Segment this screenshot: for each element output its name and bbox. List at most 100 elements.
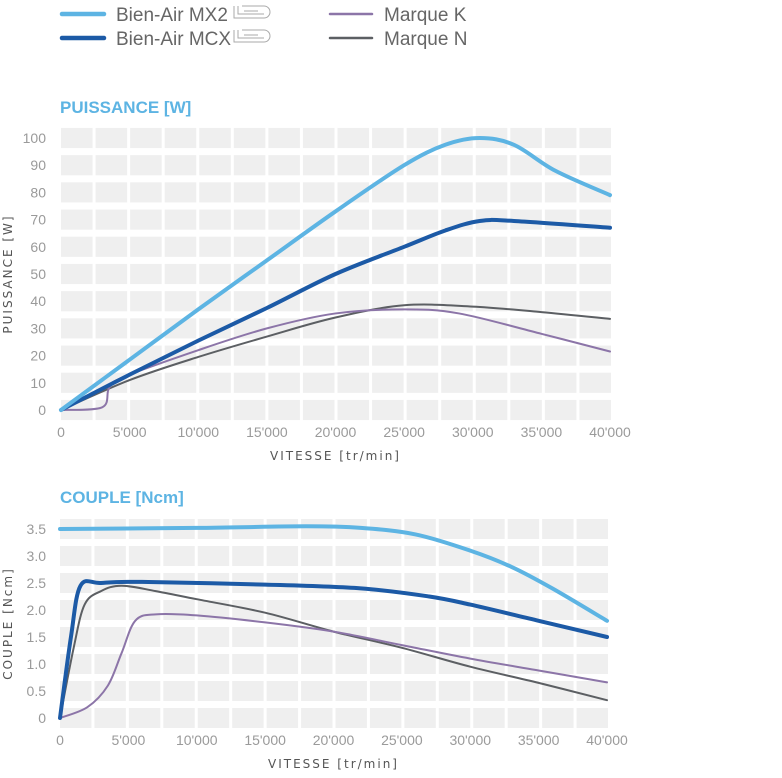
grid-cell — [301, 519, 333, 539]
grid-cell — [61, 209, 93, 230]
y-tick-label: 1.0 — [27, 656, 47, 672]
grid-cell — [406, 291, 439, 312]
grid-cell — [268, 345, 300, 366]
grid-cell — [128, 546, 161, 566]
grid-cell — [163, 681, 195, 701]
grid-cell — [95, 182, 128, 203]
grid-cell — [337, 209, 370, 230]
grid-cell — [438, 600, 471, 620]
grid-cell — [94, 708, 126, 728]
grid-cell — [301, 573, 333, 593]
grid-cell — [233, 399, 266, 421]
grid-cell — [507, 708, 540, 728]
grid-cell — [372, 263, 404, 285]
legend-item: Bien-Air MX2 — [59, 5, 271, 26]
grid-cell — [337, 318, 370, 339]
grid-cell — [301, 600, 333, 620]
y-tick-label: 20 — [30, 348, 46, 364]
grid-cell — [406, 155, 439, 176]
chart-title: COUPLE [Ncm] — [60, 488, 184, 507]
x-tick-label: 30'000 — [452, 424, 494, 440]
grid-cell — [372, 372, 404, 393]
grid-cell — [507, 627, 540, 647]
x-tick-label: 20'000 — [315, 424, 357, 440]
x-tick-label: 20'000 — [313, 732, 355, 748]
grid-cell — [95, 399, 128, 421]
grid-cell — [233, 318, 266, 339]
grid-cell — [130, 209, 162, 230]
grid-cell — [95, 291, 128, 312]
grid-cell — [233, 345, 266, 366]
grid-cell — [163, 546, 195, 566]
grid-cell — [301, 708, 333, 728]
grid-cell — [128, 654, 161, 674]
grid-cell — [130, 127, 162, 149]
grid-cell — [164, 236, 197, 257]
legend-label: Bien-Air MX2 — [116, 5, 228, 26]
x-tick-label: 35'000 — [518, 732, 560, 748]
y-tick-label: 3.0 — [27, 548, 47, 564]
grid-cell — [507, 519, 540, 539]
grid-cell — [335, 708, 367, 728]
grid-cell — [268, 127, 300, 149]
grid-cell — [337, 345, 370, 366]
grid-cell — [61, 263, 93, 285]
grid-cell — [266, 627, 299, 647]
grid-cell — [438, 519, 471, 539]
grid-cell — [369, 600, 402, 620]
y-tick-label: 10 — [30, 375, 46, 391]
grid-cell — [579, 127, 611, 149]
grid-cell — [441, 345, 473, 366]
grid-cell — [164, 182, 197, 203]
grid-cell — [507, 573, 540, 593]
grid-cell — [406, 399, 439, 421]
grid-cell — [507, 546, 540, 566]
grid-cell — [510, 345, 542, 366]
grid-cell — [301, 546, 333, 566]
grid-cell — [197, 600, 230, 620]
grid-cell — [544, 399, 577, 421]
grid-cell — [372, 155, 404, 176]
x-tick-label: 0 — [56, 732, 64, 748]
grid-cell — [266, 708, 299, 728]
power-chart: PUISSANCE [W] 0 10 20 30 40 50 60 70 80 90 100 0 5'00… — [1, 98, 631, 463]
grid-cell — [406, 263, 439, 285]
grid-cell — [94, 546, 126, 566]
grid-cell — [441, 263, 473, 285]
grid-cell — [164, 127, 197, 149]
grid-cell — [404, 627, 436, 647]
grid-cell — [576, 708, 608, 728]
grid-cell — [576, 654, 608, 674]
grid-cell — [197, 627, 230, 647]
x-tick-label: 40'000 — [586, 732, 628, 748]
grid-cell — [475, 372, 508, 393]
grid-cell — [60, 573, 92, 593]
grid-cell — [199, 318, 231, 339]
grid-cell — [233, 155, 266, 176]
grid-cell — [130, 263, 162, 285]
torque-chart: COUPLE [Ncm] 0 0.5 1.0 1.5 2.0 2.5 3.0 3.5 0 5'000… — [1, 488, 628, 771]
grid-cell — [542, 708, 574, 728]
series-line-marque-k — [60, 308, 611, 411]
grid-cell — [475, 399, 508, 421]
grid-cell — [199, 155, 231, 176]
x-tick-label: 10'000 — [177, 424, 219, 440]
grid-cell — [404, 654, 436, 674]
grid-cell — [579, 236, 611, 257]
grid-cell — [406, 182, 439, 203]
grid-cell — [197, 681, 230, 701]
grid-cell — [372, 209, 404, 230]
grid-cell — [130, 372, 162, 393]
grid-cell — [94, 654, 126, 674]
grid-cell — [61, 345, 93, 366]
legend-item: Marque N — [328, 29, 467, 50]
x-tick-label: 15'000 — [244, 732, 286, 748]
grid-cell — [301, 654, 333, 674]
y-tick-label: 40 — [30, 293, 46, 309]
grid-cell — [544, 291, 577, 312]
grid-cell — [438, 681, 471, 701]
y-tick-label: 1.5 — [27, 629, 47, 645]
x-tick-label: 30'000 — [449, 732, 491, 748]
grid-cell — [544, 182, 577, 203]
